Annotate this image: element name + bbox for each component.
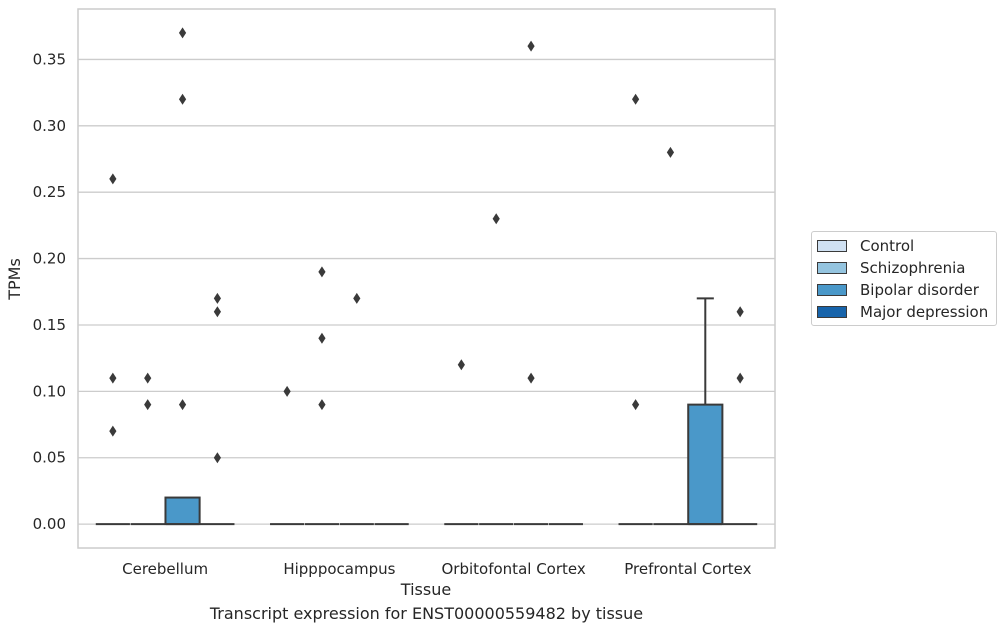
legend: Control Schizophrenia Bipolar disorder M… [811, 231, 997, 326]
legend-swatch-major-depression [817, 306, 847, 318]
legend-item-major-depression: Major depression [817, 302, 988, 322]
y-tick-label: 0.10 [33, 382, 66, 400]
legend-label-schizophrenia: Schizophrenia [860, 259, 966, 277]
outlier-point [144, 372, 152, 384]
x-tick-label: Hipppocampus [283, 560, 395, 578]
boxes [95, 297, 758, 526]
outlier-point [736, 372, 744, 384]
outlier-point [492, 213, 500, 225]
box [164, 496, 201, 526]
y-tick-label: 0.35 [33, 50, 66, 68]
outlier-point [178, 399, 187, 411]
outlier-point [144, 399, 152, 411]
outlier-point [213, 452, 221, 464]
outlier-point [527, 40, 535, 52]
plot-frame [77, 8, 776, 549]
outlier-point [109, 425, 117, 437]
legend-label-control: Control [860, 237, 915, 255]
outlier-point [213, 306, 221, 318]
x-tick-labels: Cerebellum Hipppocampus Orbitofontal Corte… [122, 560, 751, 578]
legend-swatch-control [817, 240, 847, 252]
outlier-point [109, 372, 117, 384]
outlier-point [527, 372, 535, 384]
legend-item-control: Control [817, 236, 914, 256]
figure-caption: Transcript expression for ENST0000055948… [209, 604, 644, 623]
gridlines [78, 58, 775, 525]
outlier-point [283, 385, 291, 397]
y-tick-label: 0.15 [33, 316, 66, 334]
outlier-point [318, 332, 326, 344]
legend-swatch-schizophrenia [817, 262, 847, 274]
outlier-point [109, 173, 117, 185]
y-tick-label: 0.30 [33, 117, 66, 135]
outlier-point [736, 306, 744, 318]
x-axis-label: Tissue [400, 580, 451, 599]
outlier-point [318, 399, 326, 411]
legend-item-schizophrenia: Schizophrenia [817, 258, 965, 278]
y-tick-label: 0.20 [33, 250, 66, 268]
outlier-point [178, 93, 187, 105]
x-tick-label: Prefrontal Cortex [624, 560, 751, 578]
outlier-point [632, 93, 640, 105]
outlier-point [318, 266, 326, 278]
outlier-point [213, 292, 221, 304]
outlier-point [457, 359, 465, 371]
y-tick-labels: 0.00 0.05 0.10 0.15 0.20 0.25 0.30 0.35 [33, 50, 66, 533]
legend-swatch-bipolar-disorder [817, 284, 847, 296]
outlier-point [178, 27, 187, 39]
legend-item-bipolar-disorder: Bipolar disorder [817, 280, 979, 300]
x-tick-label: Orbitofontal Cortex [442, 560, 586, 578]
y-axis-label: TPMs [5, 258, 24, 301]
legend-label-bipolar-disorder: Bipolar disorder [860, 281, 979, 299]
y-tick-label: 0.25 [33, 183, 66, 201]
y-tick-label: 0.05 [33, 449, 66, 467]
outlier-points [109, 27, 744, 464]
y-tick-label: 0.00 [33, 515, 66, 533]
box [687, 403, 724, 526]
outlier-point [353, 292, 361, 304]
legend-label-major-depression: Major depression [860, 303, 989, 321]
outlier-point [632, 399, 640, 411]
x-tick-label: Cerebellum [122, 560, 208, 578]
outlier-point [666, 146, 675, 158]
